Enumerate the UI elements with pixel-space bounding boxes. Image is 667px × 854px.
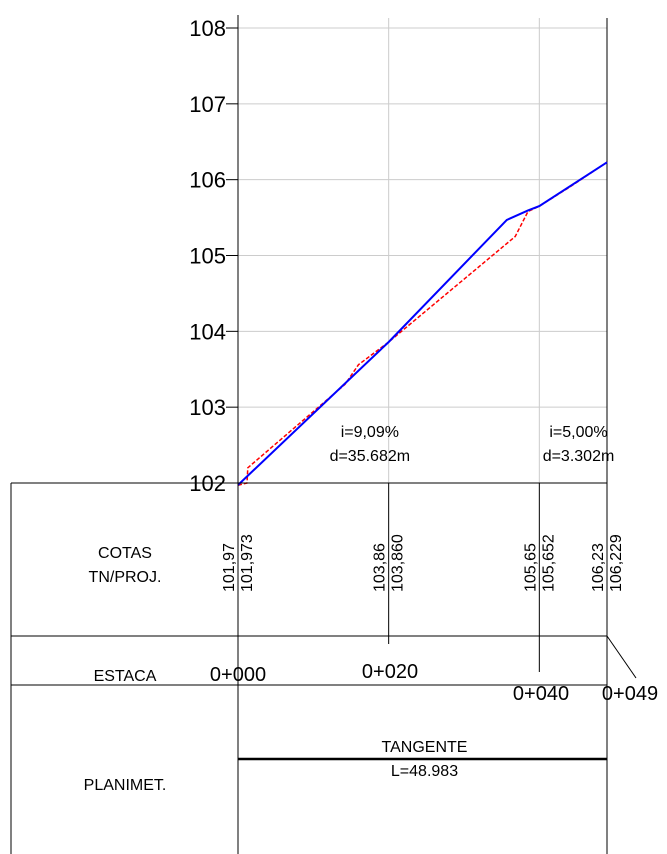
y-tick-label: 105 [189,244,226,269]
y-tick-label: 107 [189,92,226,117]
cota-proj: 103,860 [390,534,407,592]
distance-label: d=3.302m [543,448,615,465]
tangent-label: TANGENTE [382,739,468,756]
row-label: COTAS [98,545,152,562]
row-label: PLANIMET. [84,777,167,794]
leader-line [606,635,637,679]
cota-tn: 101,97 [221,543,238,592]
profile-table: COTAS TN/PROJ. ESTACA PLANIMET. 101,97 101,97… [10,482,658,854]
estaca-label: 0+000 [210,664,266,686]
estaca-label: 0+049 [602,683,658,705]
grid [237,15,608,483]
tangent-length: L=48.983 [391,763,458,780]
cota-proj: 101,973 [239,534,256,592]
cota-tn: 105,65 [522,543,539,592]
estaca-label: 0+020 [362,661,418,683]
grade-annotations: i=9,09% d=35.682m i=5,00% d=3.302m [330,424,615,465]
y-tick-label: 104 [189,319,226,344]
y-tick-label: 108 [189,16,226,41]
distance-label: d=35.682m [330,448,411,465]
row-label: TN/PROJ. [89,569,162,586]
y-tick-label: 106 [189,168,226,193]
grade-label: i=9,09% [341,424,399,441]
cota-tn: 106,23 [590,543,607,592]
row-label: ESTACA [94,668,157,685]
cota-proj: 105,652 [540,534,557,592]
profile-lines [237,161,608,487]
grade-label: i=5,00% [549,424,607,441]
project-line [237,161,608,486]
estaca-label: 0+040 [513,683,569,705]
cota-proj: 106,229 [608,534,625,592]
y-tick-label: 103 [189,395,226,420]
cota-tn: 103,86 [372,543,389,592]
terrain-line [237,161,608,487]
